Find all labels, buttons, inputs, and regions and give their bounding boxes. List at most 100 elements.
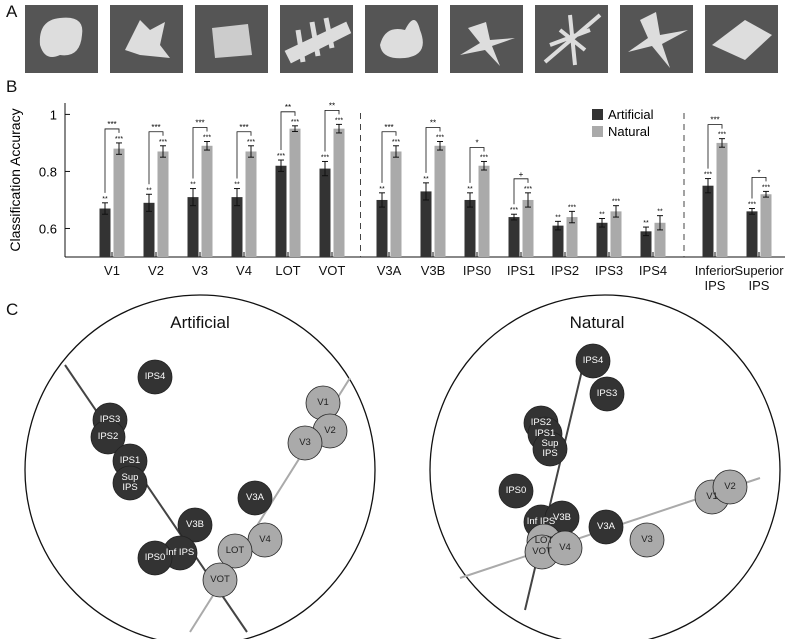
significance-label: * [475,138,478,147]
bar [760,194,772,257]
significance-bracket [425,127,441,173]
bar-stars: *** [704,172,712,179]
panel-label: C [6,300,19,319]
significance-bracket [751,177,767,199]
mds-node [137,540,173,576]
bar-stars: *** [436,135,444,142]
mds-node [575,343,611,379]
x-tick-label: Inferior IPS [694,263,736,293]
significance-label: *** [384,123,393,132]
significance-bracket [513,178,529,205]
mds-node-label: IPS3 [99,414,121,425]
mds-node-label: V3 [299,437,311,448]
bar [508,217,520,257]
bar-stars: ** [146,187,152,194]
significance-bracket [192,127,208,179]
y-tick-label: 0.6 [39,221,57,236]
y-axis-label: Classification Accuracy [7,108,23,251]
x-tick-label: IPS3 [594,263,624,278]
mds-node-label: Sup IPS [541,438,559,459]
mds-boundary [24,294,376,639]
mds-node [137,359,173,395]
mds-title: Natural [537,313,657,333]
bar [702,185,714,257]
bar-stars: ** [657,209,663,216]
bar-stars: *** [612,199,620,206]
mds-node-label: V2 [724,481,736,492]
x-tick-label: V2 [148,263,164,278]
mds-node-label: IPS0 [144,552,166,563]
mds-node-label: IPS2 [97,431,119,442]
bar-stars: *** [159,139,167,146]
mds-node-label: V3A [246,492,264,503]
mds-node [588,509,624,545]
mds-node [217,533,253,569]
mds-node-label: LOT [534,535,554,546]
bar [333,128,345,257]
bar-stars: *** [392,139,400,146]
significance-label: ** [329,101,335,110]
bar [464,199,476,257]
bar-stars: ** [467,186,473,193]
panel-label: A [6,2,18,21]
mds-node [589,376,625,412]
mds-node-label: V3B [553,512,571,523]
bar-stars: *** [524,186,532,193]
significance-label: *** [151,123,160,132]
mds-node [547,530,583,566]
bar [157,151,169,257]
bar [143,202,155,257]
x-tick-label: V1 [104,263,120,278]
bar [566,217,578,257]
x-tick-label: VOT [318,263,346,278]
legend-swatch [592,126,603,137]
mds-node-label: LOT [225,545,245,556]
bar [113,148,125,257]
x-tick-label: IPS1 [506,263,536,278]
mds-node [712,469,748,505]
bar-stars: ** [643,220,649,227]
mds-axis-line [524,344,589,611]
mds-node-label: V1 [317,397,329,408]
x-tick-label: IPS2 [550,263,580,278]
y-tick-label: 0.8 [39,164,57,179]
bar [201,145,213,257]
stimulus-shape [212,24,252,58]
mds-node-label: Inf IPS [526,516,556,527]
significance-bracket [469,147,485,183]
x-tick-label: IPS4 [638,263,668,278]
x-tick-label: V4 [236,263,252,278]
bar-stars: *** [568,204,576,211]
bar-stars: *** [321,154,329,161]
mds-node-label: IPS0 [505,485,527,496]
mds-node [287,425,323,461]
bar [434,145,446,257]
bar-stars: *** [718,132,726,139]
bar [478,165,490,257]
bar [319,168,331,257]
bar [596,222,608,257]
mds-node-label: IPS1 [119,455,141,466]
bar [522,199,534,257]
mds-node-label: Inf IPS [165,547,195,558]
significance-bracket [707,124,723,169]
mds-node-label: V3B [186,519,204,530]
mds-boundary [429,294,781,639]
bar [187,197,199,257]
stimulus-shape [125,20,170,58]
y-tick-label: 1 [50,107,57,122]
mds-node-label: V1 [706,491,718,502]
bar-stars: ** [599,212,605,219]
bar-stars: ** [234,182,240,189]
bar [552,225,564,257]
mds-node-label: V4 [259,534,271,545]
bar [231,197,243,257]
mds-node-label: V4 [559,542,571,553]
bar-stars: *** [480,154,488,161]
x-tick-label: V3 [192,263,208,278]
mds-title: Artificial [140,313,260,333]
bar-stars: ** [423,176,429,183]
stimulus-shape [628,12,688,68]
